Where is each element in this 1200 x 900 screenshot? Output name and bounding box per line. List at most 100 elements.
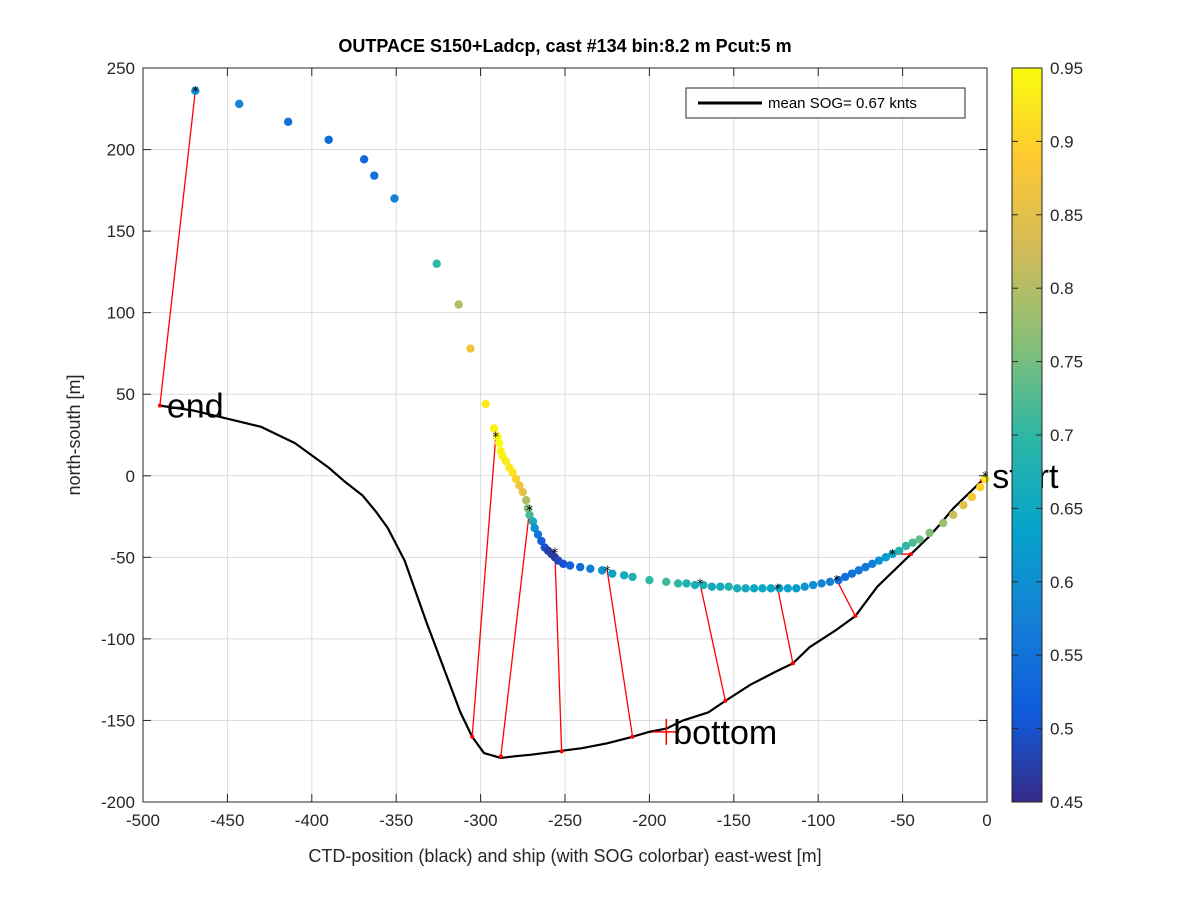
- ship-point: [466, 344, 475, 353]
- ship-point: [925, 528, 934, 538]
- ship-point: [976, 482, 985, 492]
- ship-point: [530, 523, 539, 533]
- ship-point: [511, 474, 521, 484]
- ship-point: [716, 582, 725, 591]
- ship-point: [559, 559, 568, 569]
- ship-point: [525, 510, 534, 520]
- ship-point: [732, 584, 742, 593]
- ship-point: [575, 562, 585, 572]
- ctd-sample-marker: [853, 614, 858, 619]
- colorbar-tick-label: 0.65: [1050, 499, 1083, 518]
- legend-entry: mean SOG= 0.67 knts: [768, 95, 917, 112]
- ship-point: [908, 538, 917, 547]
- y-axis-label: north-south [m]: [64, 374, 84, 495]
- ship-point: [707, 582, 717, 591]
- ship-point: [533, 530, 543, 539]
- y-tick-label: 0: [126, 467, 135, 486]
- ship-point: [895, 546, 904, 556]
- x-tick-label: -300: [464, 811, 498, 830]
- ship-point: [493, 432, 502, 441]
- ship-point: [515, 481, 524, 490]
- colorbar-tick-label: 0.9: [1050, 132, 1074, 151]
- ship-point: [565, 561, 575, 570]
- ship-star-marker: *: [604, 564, 611, 579]
- connection-line: [777, 588, 794, 664]
- ship-point: [537, 536, 546, 546]
- ctd-sample-marker: [723, 698, 728, 703]
- y-tick-label: 50: [116, 385, 135, 404]
- ship-point: [817, 579, 826, 588]
- ctd-sample-marker: [559, 749, 564, 754]
- y-axis-ticks: -200 -150 -100 -50 0 50 100 150 200 250: [101, 59, 987, 812]
- ship-point: [834, 575, 843, 585]
- ctd-sample-marker: [790, 661, 795, 666]
- ship-track-series: [191, 86, 990, 593]
- ship-point: [528, 517, 538, 526]
- ship-point: [494, 438, 504, 448]
- colorbar-tick-label: 0.6: [1050, 573, 1074, 592]
- ship-point: [959, 500, 968, 510]
- ship-point: [881, 553, 890, 562]
- y-tick-label: -200: [101, 793, 135, 812]
- y-tick-label: -150: [101, 711, 135, 730]
- x-axis-ticks: -500 -450 -400 -350 -300 -250 -200 -150 -100 -50 0: [126, 68, 992, 830]
- ship-point: [662, 577, 671, 586]
- connection-line: [606, 570, 634, 737]
- ship-point: [370, 171, 379, 180]
- ctd-sample-marker: [909, 552, 914, 557]
- ship-point: [775, 584, 784, 593]
- connection-segments: [157, 90, 986, 759]
- ship-point: [792, 584, 801, 593]
- ship-point: [390, 194, 399, 203]
- y-tick-label: 200: [107, 141, 135, 160]
- ctd-track-line: [159, 404, 988, 760]
- ship-point: [586, 564, 595, 573]
- ship-point: [324, 135, 333, 144]
- x-tick-label: -50: [890, 811, 915, 830]
- ship-point: [724, 582, 733, 591]
- y-tick-label: 250: [107, 59, 135, 78]
- ship-point: [283, 117, 293, 127]
- ship-point: [861, 562, 870, 572]
- ctd-sample-marker: [498, 754, 503, 759]
- ship-point: [874, 556, 884, 565]
- y-tick-label: -100: [101, 630, 135, 649]
- ship-point: [682, 579, 691, 588]
- ship-point: [868, 559, 877, 569]
- ship-star-marker: *: [493, 431, 500, 446]
- ship-point: [608, 569, 617, 578]
- x-tick-label: -350: [379, 811, 413, 830]
- ship-point: [501, 456, 511, 466]
- ship-star-marker: *: [774, 582, 781, 597]
- x-tick-label: -250: [548, 811, 582, 830]
- ship-point: [888, 549, 897, 559]
- ship-point: [619, 571, 629, 580]
- ship-point: [847, 569, 857, 578]
- y-tick-label: -50: [110, 548, 135, 567]
- ship-point: [808, 580, 818, 590]
- ship-point: [841, 572, 850, 582]
- x-tick-label: -400: [295, 811, 329, 830]
- colorbar-tick-label: 0.95: [1050, 59, 1083, 78]
- ship-point: [854, 566, 863, 575]
- ctd-track-series: [159, 404, 988, 760]
- colorbar-tick-label: 0.8: [1050, 279, 1074, 298]
- ship-point: [432, 259, 441, 268]
- connection-line: [159, 90, 196, 406]
- connection-line: [699, 583, 726, 702]
- ship-point: [359, 155, 369, 164]
- ship-point: [741, 584, 750, 593]
- connection-line: [836, 579, 856, 617]
- colorbar-tick-label: 0.7: [1050, 426, 1074, 445]
- x-tick-label: -500: [126, 811, 160, 830]
- ship-point: [766, 584, 776, 593]
- ship-point: [901, 541, 911, 551]
- ship-star-marker: *: [834, 574, 841, 589]
- connection-line: [500, 509, 531, 757]
- connection-line: [471, 436, 497, 737]
- ctd-sample-marker: [630, 734, 635, 739]
- ship-star-marker: *: [192, 85, 199, 100]
- ship-point: [191, 86, 200, 96]
- ship-point: [597, 566, 607, 575]
- ship-point: [454, 300, 463, 309]
